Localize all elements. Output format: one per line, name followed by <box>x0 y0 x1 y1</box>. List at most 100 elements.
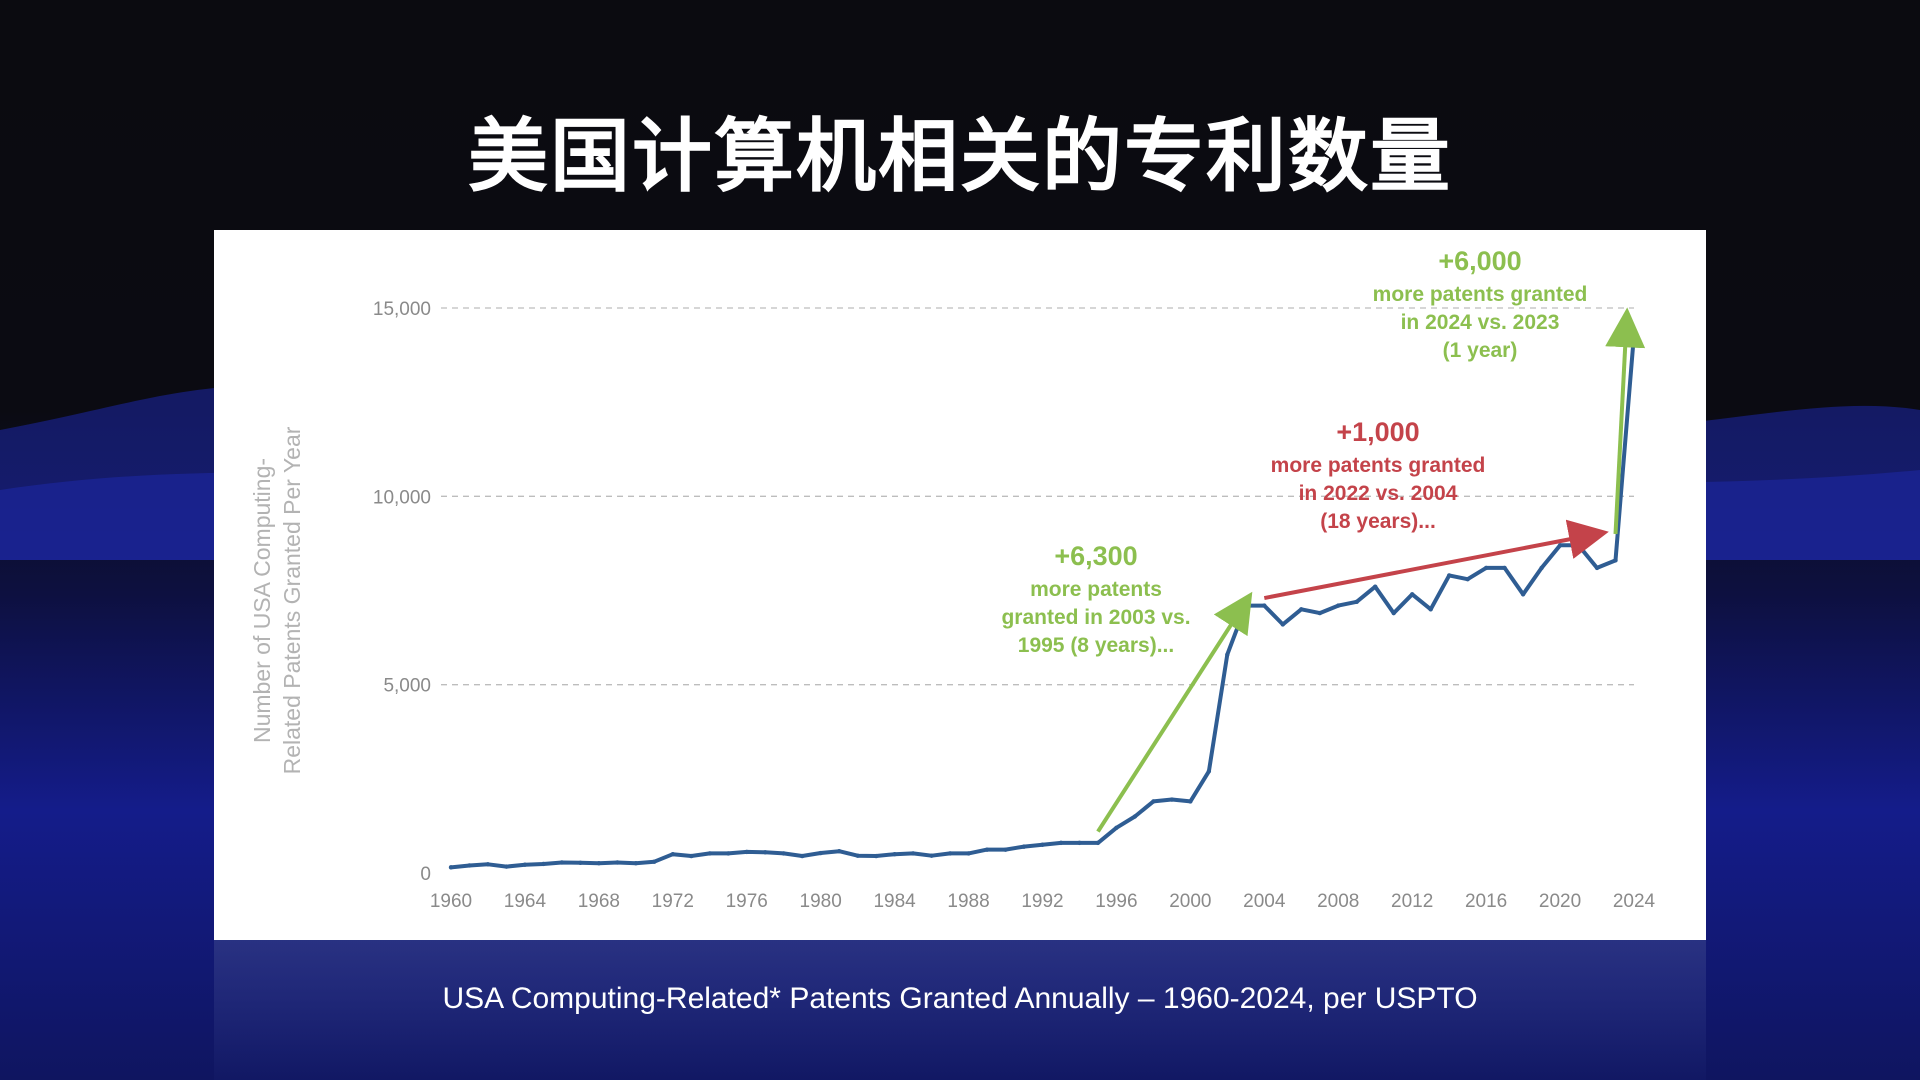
data-point <box>1373 584 1378 589</box>
data-point <box>504 864 509 869</box>
data-point <box>1188 799 1193 804</box>
data-point <box>448 865 454 870</box>
data-point <box>1391 610 1396 616</box>
data-point <box>910 851 916 856</box>
data-point <box>689 853 694 859</box>
data-point <box>1077 840 1082 846</box>
annotation-line-a3: in 2024 vs. 2023 <box>1401 311 1560 334</box>
data-point <box>522 862 528 867</box>
data-point <box>1040 842 1045 847</box>
data-point <box>1539 565 1544 571</box>
x-tick-label: 1968 <box>578 891 620 912</box>
x-tick-label: 2012 <box>1391 891 1433 912</box>
annotation-headline-a1: +6,300 <box>1054 541 1137 571</box>
data-point <box>892 851 897 857</box>
data-point <box>1225 652 1230 657</box>
x-tick-label: 1984 <box>873 891 916 912</box>
data-point <box>615 860 620 865</box>
data-point <box>707 851 712 856</box>
data-point <box>596 861 602 866</box>
data-point <box>726 851 731 856</box>
data-point <box>1169 797 1175 802</box>
data-point <box>1428 607 1433 612</box>
x-tick-label: 1996 <box>1095 891 1137 912</box>
data-point <box>855 853 860 858</box>
data-point <box>1132 814 1138 819</box>
annotation-line-a1: more patents <box>1030 578 1162 601</box>
data-point <box>1502 565 1507 571</box>
data-point <box>1465 577 1470 582</box>
data-point <box>1151 799 1156 804</box>
data-point <box>1095 840 1101 846</box>
data-point <box>947 851 953 856</box>
data-point <box>1520 592 1526 597</box>
data-point <box>1021 844 1027 849</box>
data-point <box>763 850 768 855</box>
x-tick-label: 1988 <box>947 891 989 912</box>
data-point <box>836 848 842 854</box>
data-point <box>1003 847 1008 852</box>
data-point <box>467 863 472 868</box>
page-title: 美国计算机相关的专利数量 <box>468 110 1452 203</box>
x-tick-label: 1992 <box>1021 891 1063 912</box>
annotation-arrow-a2 <box>1263 519 1609 600</box>
data-point <box>1631 332 1637 337</box>
annotation-arrow-a3 <box>1605 307 1646 535</box>
data-point <box>1336 603 1341 608</box>
x-tick-label: 2024 <box>1613 891 1656 912</box>
chart-panel: 0 5,000 10,000 15,000 1960 1964 1968 1972 1976 1… <box>214 230 1706 940</box>
data-point <box>800 853 805 859</box>
data-point <box>652 859 657 864</box>
data-point <box>1576 543 1581 548</box>
data-point <box>1446 573 1452 578</box>
data-point <box>1409 592 1415 597</box>
data-point <box>1613 558 1618 563</box>
annotation-line-a1: 1995 (8 years)... <box>1018 634 1174 657</box>
data-point <box>1594 565 1600 571</box>
annotation-line-a3: more patents granted <box>1373 283 1588 306</box>
data-point <box>984 847 990 852</box>
y-tick-label: 10,000 <box>373 487 431 508</box>
data-point <box>670 851 676 857</box>
y-tick-label: 5,000 <box>383 676 431 697</box>
x-tick-label: 1976 <box>726 891 768 912</box>
x-tick-label: 1980 <box>800 891 842 912</box>
chart-caption: USA Computing-Related* Patents Granted A… <box>442 982 1478 1015</box>
data-point <box>744 849 749 855</box>
x-tick-label: 2020 <box>1539 891 1581 912</box>
data-point <box>1483 565 1489 571</box>
x-tick-label: 2000 <box>1169 891 1211 912</box>
x-tick-label: 1960 <box>430 891 472 912</box>
data-point <box>1557 543 1563 548</box>
chart-reflection <box>214 940 1706 1080</box>
annotation-headline-a2: +1,000 <box>1336 417 1419 447</box>
annotation-line-a3: (1 year) <box>1443 339 1518 362</box>
data-point <box>1114 825 1119 830</box>
x-tick-label: 1972 <box>652 891 694 912</box>
data-point <box>818 850 823 856</box>
annotation-arrow-a1 <box>1096 591 1253 833</box>
data-point <box>1317 610 1322 616</box>
annotation-line-a1: granted in 2003 vs. <box>1001 606 1190 629</box>
data-point <box>541 861 546 867</box>
data-point <box>1206 769 1212 774</box>
data-point <box>559 860 565 865</box>
x-tick-label: 2004 <box>1243 891 1286 912</box>
annotation-line-a2: (18 years)... <box>1320 510 1436 533</box>
annotation-line-a2: in 2022 vs. 2004 <box>1299 482 1458 505</box>
data-point <box>485 862 491 867</box>
y-axis-label-line: Related Patents Granted Per Year <box>279 426 305 774</box>
data-point <box>1280 622 1285 627</box>
data-point <box>781 851 786 856</box>
data-point <box>929 853 934 858</box>
y-tick-label: 15,000 <box>373 299 431 320</box>
data-point <box>578 860 583 866</box>
line-chart: 0 5,000 10,000 15,000 1960 1964 1968 1972 1976 1… <box>249 246 1656 912</box>
x-tick-label: 2016 <box>1465 891 1507 912</box>
y-tick-label: 0 <box>420 864 431 885</box>
data-point <box>1299 607 1304 612</box>
data-point <box>966 851 971 856</box>
data-point <box>1058 840 1064 846</box>
data-point <box>1262 603 1267 608</box>
data-point <box>1354 599 1359 604</box>
